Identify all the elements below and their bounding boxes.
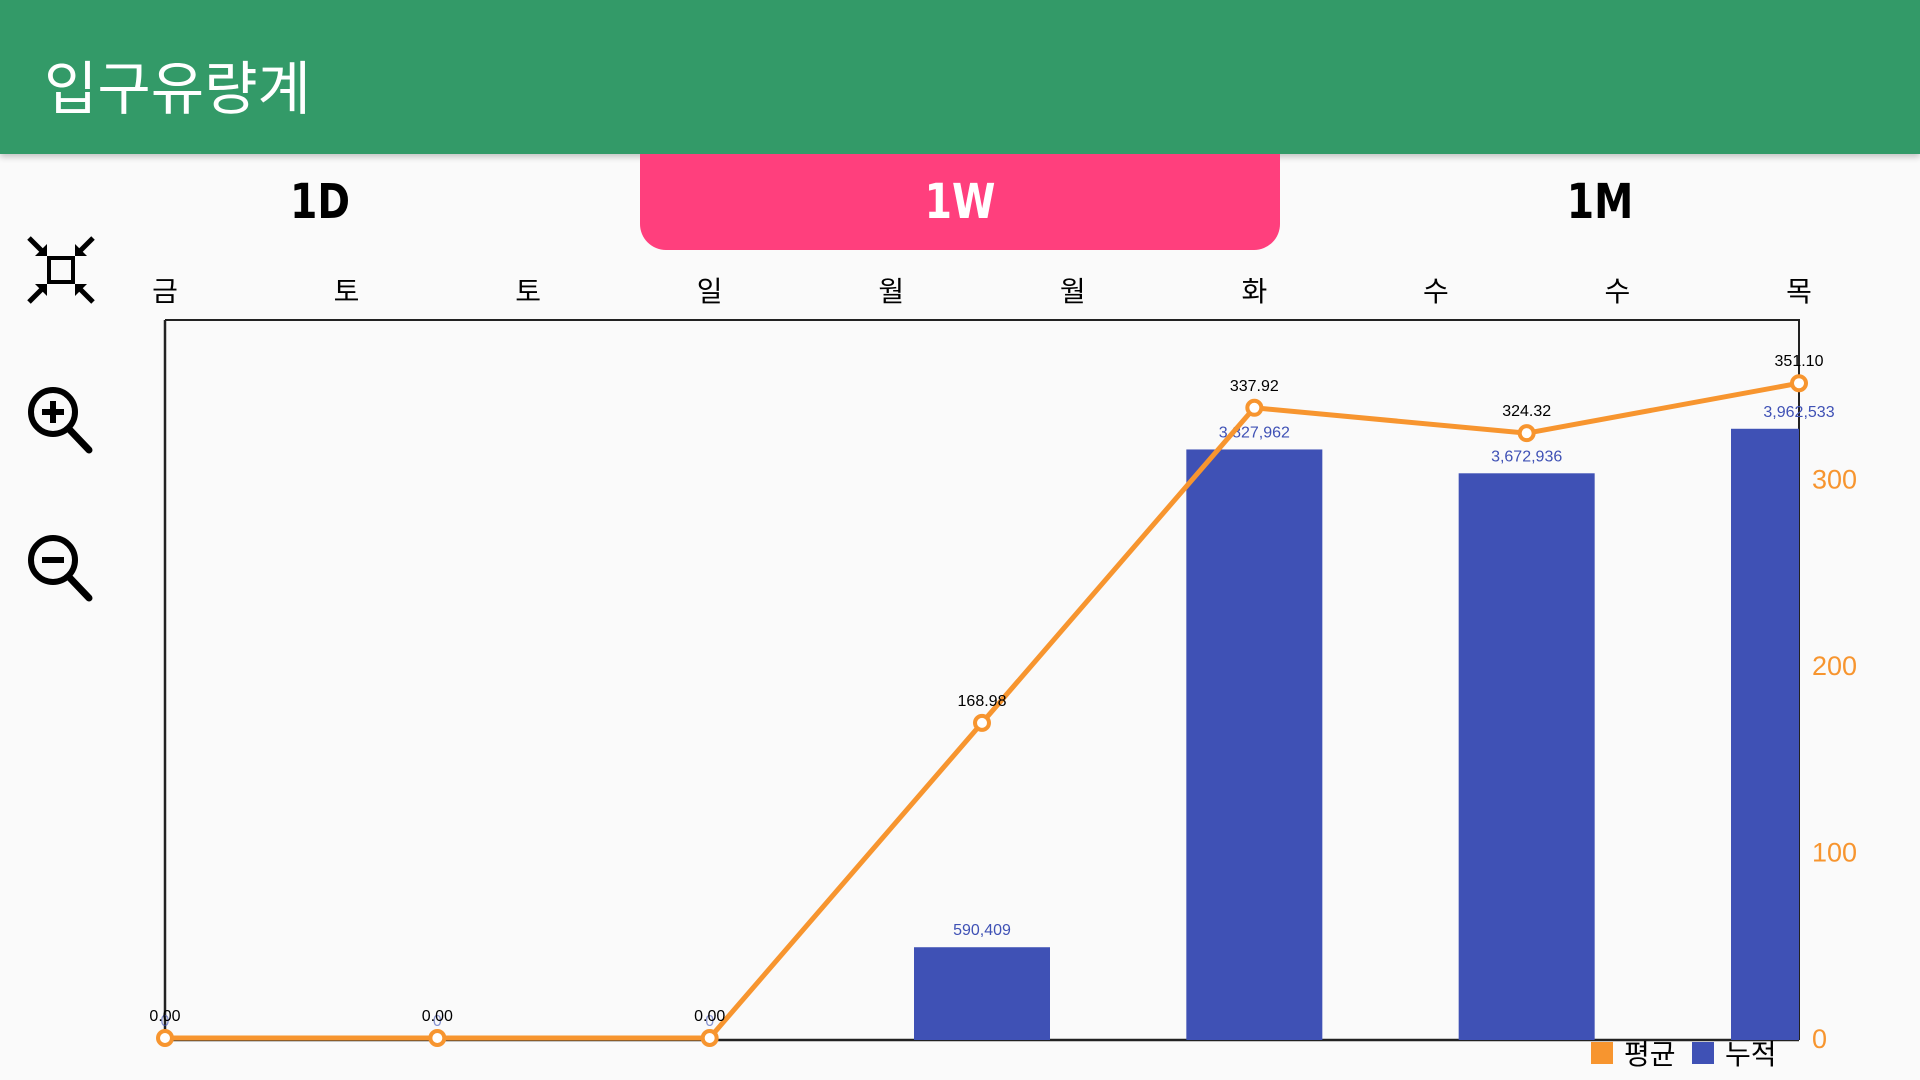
line-data-label: 0.00 [422, 1008, 453, 1025]
zoom-in-button[interactable] [25, 382, 97, 454]
y-right-tick-label: 100 [1812, 838, 1857, 868]
bar-data-label: 590,409 [953, 922, 1011, 939]
x-tick-label: 일 [697, 275, 723, 308]
line-point [428, 1029, 447, 1047]
bar-data-label: 3,672,936 [1491, 448, 1562, 465]
app-bar: 입구유량계 [0, 0, 1920, 154]
line-point [1245, 398, 1264, 417]
x-tick-label: 금 [152, 275, 178, 308]
bar-data-label: 0 [433, 1013, 442, 1030]
x-tick-label: 월 [878, 275, 904, 308]
line-point [973, 713, 991, 732]
line-data-label: 0.00 [149, 1008, 180, 1025]
x-tick-label: 화 [1241, 275, 1267, 308]
line-data-label: 324.32 [1502, 403, 1551, 420]
line-point [700, 1029, 719, 1047]
tab-1w[interactable]: 1W [924, 174, 996, 230]
bar [1731, 428, 1799, 1041]
bar [914, 947, 1050, 1040]
line-point [156, 1029, 174, 1047]
line-data-label: 337.92 [1230, 378, 1279, 395]
bar-data-label: 0 [161, 1013, 170, 1030]
legend-swatch-average [1591, 1042, 1613, 1064]
x-tick-label: 월 [1060, 275, 1086, 308]
bar [1186, 449, 1323, 1041]
x-tick-label: 목 [1786, 275, 1812, 308]
x-tick-label: 수 [1423, 275, 1449, 308]
fit-screen-icon [27, 236, 95, 304]
app-title: 입구유량계 [44, 55, 311, 123]
y-right-tick-label: 0 [1812, 1024, 1827, 1054]
zoom-in-icon [28, 387, 93, 454]
x-tick-label: 토 [334, 275, 360, 308]
legend-label-cumulative: 누적 [1725, 1038, 1777, 1071]
y-right-tick-label: 300 [1812, 465, 1857, 495]
bar-data-label: 3,962,533 [1763, 404, 1834, 421]
tab-1d[interactable]: 1D [289, 174, 351, 230]
zoom-out-icon [28, 535, 93, 602]
line-point [1517, 424, 1536, 443]
bar-data-label: 0 [705, 1013, 714, 1030]
line-data-label: 351.10 [1775, 353, 1824, 370]
bar [1458, 473, 1595, 1041]
fit-screen-button[interactable] [25, 234, 97, 306]
x-tick-label: 토 [515, 275, 541, 308]
tab-1w-highlight [640, 154, 1280, 250]
legend-label-average: 평균 [1624, 1038, 1676, 1071]
zoom-out-button[interactable] [25, 530, 97, 602]
legend-swatch-cumulative [1692, 1042, 1714, 1064]
tab-1m[interactable]: 1M [1566, 174, 1634, 230]
x-tick-label: 수 [1605, 275, 1631, 308]
line-data-label: 168.98 [958, 693, 1007, 710]
line-point [1790, 374, 1808, 393]
y-right-tick-label: 200 [1812, 651, 1857, 681]
line-data-label: 0.00 [694, 1008, 725, 1025]
